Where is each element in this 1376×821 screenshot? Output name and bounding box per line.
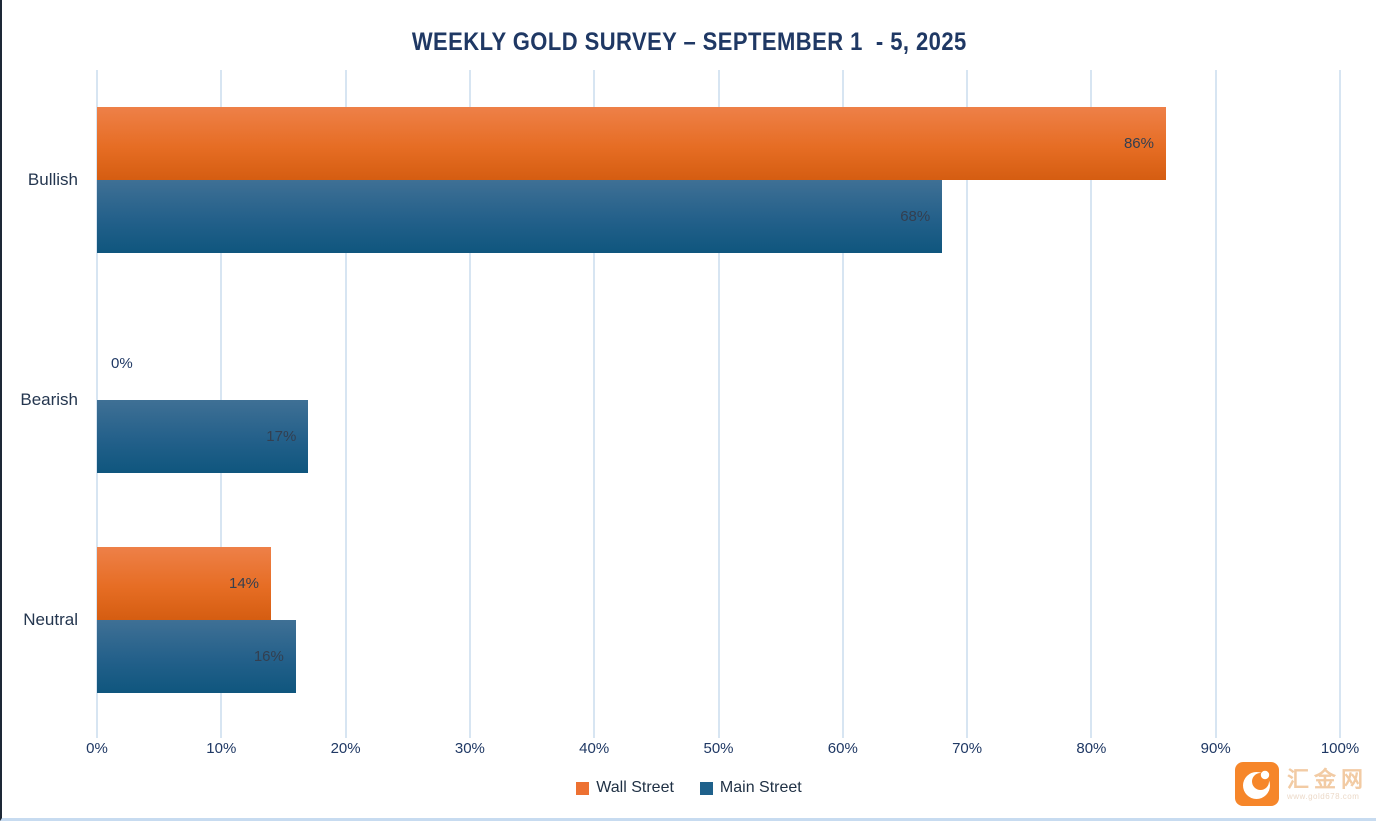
gridline-20- [344,70,347,738]
brand-name: 汇金网 [1286,766,1368,792]
x-axis-label-10-: 10% [206,740,237,757]
x-axis-label-90-: 90% [1200,740,1231,757]
data-label-wall-street-neutral: 14% [228,575,260,592]
bar-main-street-neutral: 16% [97,620,296,693]
x-axis-label-0-: 0% [86,740,108,757]
bar-wall-street-bullish: 86% [97,107,1166,180]
data-label-wall-street-bullish: 86% [1123,135,1154,152]
brand-logo-icon [1234,762,1279,806]
data-label-main-street-neutral: 16% [253,648,284,665]
x-axis-label-20-: 20% [330,740,361,757]
chart-title: WEEKLY GOLD SURVEY – SEPTEMBER 1 - 5, 20… [2,28,1376,57]
gridline-40- [593,70,596,738]
legend-swatch-wall-street [576,781,590,795]
chart-title-text: WEEKLY GOLD SURVEY – SEPTEMBER 1 - 5, 20… [411,28,967,56]
brand-url: www.gold678.com [1286,791,1360,801]
bar-main-street-bearish: 17% [97,400,309,473]
gridline-70- [966,70,969,738]
gridline-60- [841,70,844,738]
legend-item-main-street: Main Street [699,779,802,797]
gridline-90- [1214,70,1217,738]
category-label-neutral: Neutral [23,610,78,629]
bar-main-street-bullish: 68% [97,180,943,253]
category-label-bearish: Bearish [20,390,78,409]
gridline-30- [468,70,471,738]
x-axis-label-100-: 100% [1320,740,1360,757]
x-axis-label-80-: 80% [1076,740,1107,757]
legend-item-wall-street: Wall Street [576,779,674,797]
gridline-80- [1090,70,1093,738]
category-label-bullish: Bullish [27,170,78,189]
legend: Wall Street Main Street [2,779,1376,797]
plot-area: 86% 68% 0% 17% 14% 16% [96,70,1341,738]
data-label-main-street-bearish: 17% [266,428,297,445]
gridline-50- [717,70,720,738]
legend-swatch-main-street [699,781,713,795]
x-axis-label-60-: 60% [827,740,858,757]
data-label-main-street-bullish: 68% [900,208,931,225]
legend-label-main-street: Main Street [719,779,802,796]
data-label-wall-street-bearish: 0% [111,355,133,372]
gridline-100- [1339,70,1341,738]
x-axis-label-70-: 70% [952,740,983,757]
x-axis-label-50-: 50% [703,740,734,757]
brand-watermark: 汇金网 www.gold678.com [1234,762,1368,806]
bar-wall-street-neutral: 14% [97,547,272,620]
x-axis-label-40-: 40% [579,740,610,757]
x-axis-label-30-: 30% [454,740,485,757]
legend-label-wall-street: Wall Street [596,779,674,796]
